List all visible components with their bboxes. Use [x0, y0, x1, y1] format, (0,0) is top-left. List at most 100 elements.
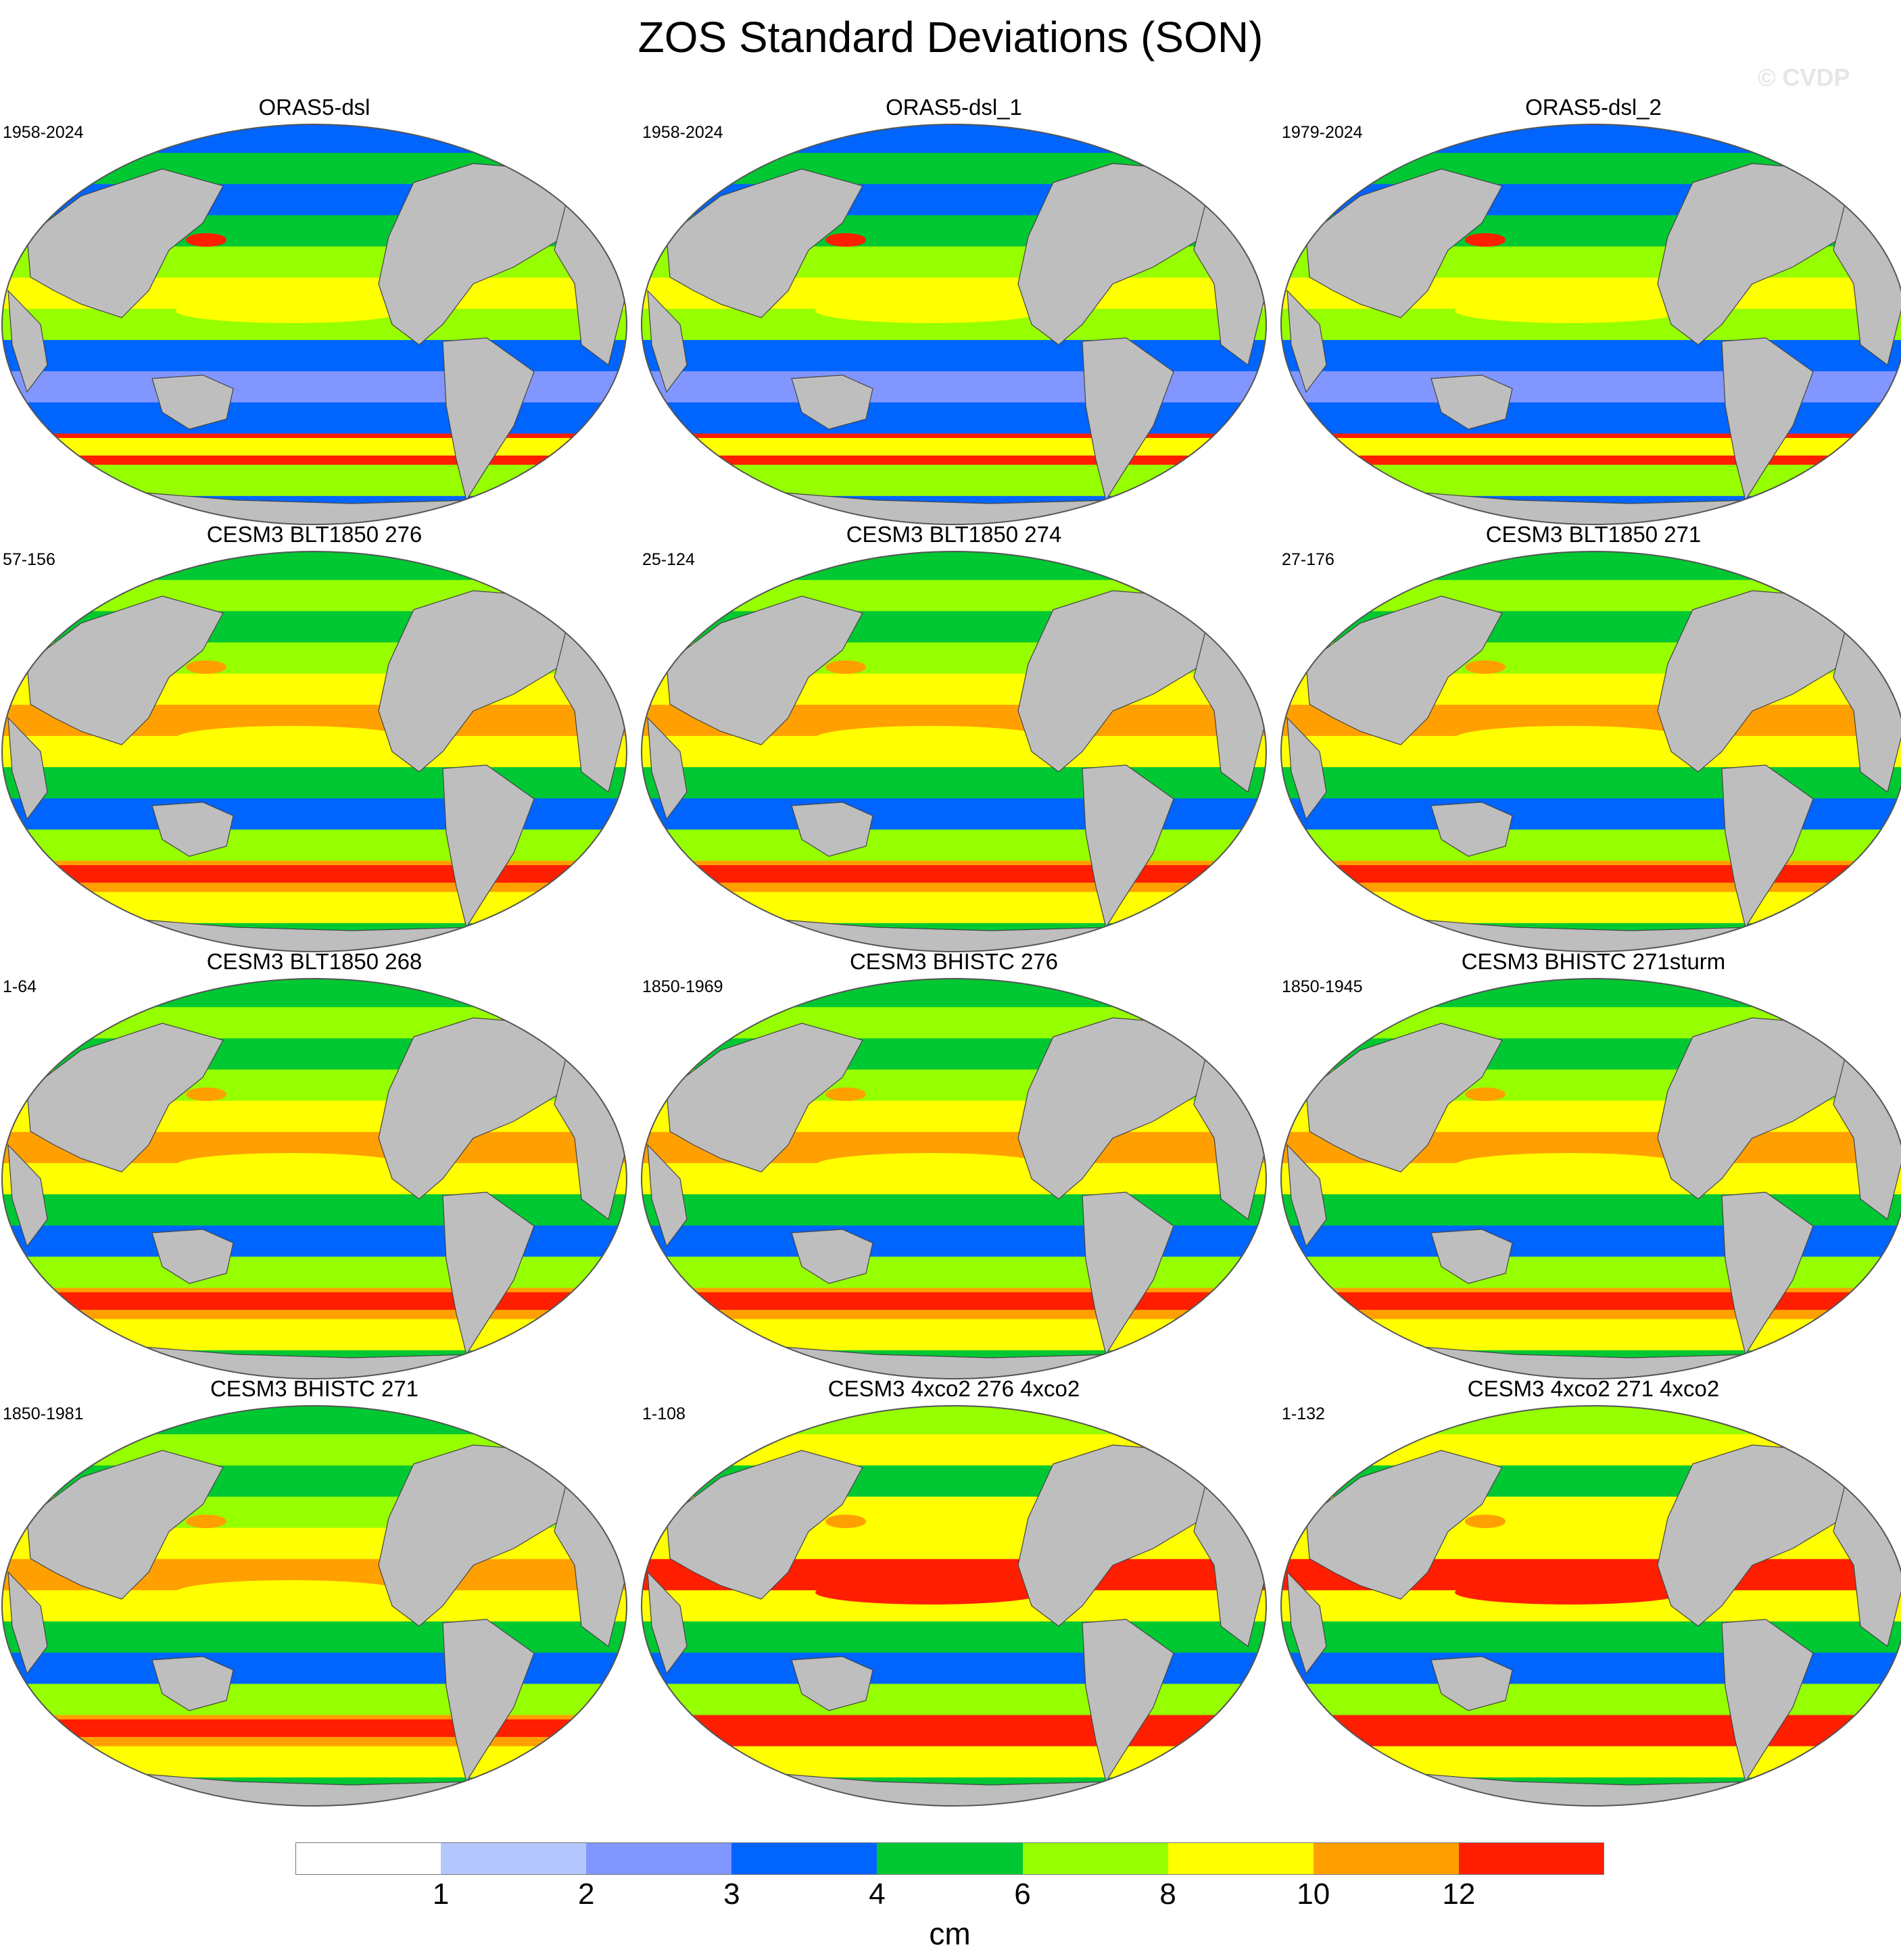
globe-outline: [641, 551, 1267, 952]
sst-band: [1281, 1684, 1901, 1716]
colorbar-tick-label: 10: [1297, 1878, 1330, 1911]
land-south-america: [1721, 337, 1814, 501]
globe-outline: [641, 978, 1267, 1379]
kuroshio-hotspot: [186, 660, 226, 674]
land-africa: [1286, 1144, 1327, 1248]
panel-title: CESM3 BLT1850 274: [846, 522, 1062, 547]
sst-band: [1281, 829, 1901, 862]
land-asia: [26, 595, 224, 745]
panel-title: CESM3 BHISTC 271: [210, 1376, 419, 1401]
land-south-america: [442, 764, 535, 929]
equatorial-anomaly: [1455, 1580, 1685, 1604]
colorbar-segment: [295, 1842, 441, 1875]
land-south-america: [442, 337, 535, 501]
southern-ocean-band: [2, 438, 627, 456]
sst-band: [2, 1256, 627, 1289]
sst-band: [642, 1652, 1266, 1685]
land-south-america: [1721, 1192, 1814, 1356]
sst-band: [2, 1007, 627, 1039]
sst-band: [1281, 1194, 1901, 1227]
sst-band: [642, 1194, 1266, 1227]
panel-title: CESM3 BLT1850 268: [206, 949, 423, 974]
land-greenland: [1816, 145, 1871, 187]
panel-title: CESM3 BLT1850 276: [206, 522, 423, 547]
colorbar-segment: [1022, 1842, 1169, 1875]
land-africa: [647, 289, 688, 393]
southern-ocean-band: [2, 1719, 627, 1737]
land-asia: [1305, 168, 1503, 318]
sst-band: [2, 464, 627, 497]
sst-band: [2, 767, 627, 800]
sst-band: [2, 340, 627, 372]
globe-outline: [1, 978, 627, 1379]
sst-band: [642, 371, 1266, 403]
sst-band: [642, 798, 1266, 831]
colorbar-segment: [731, 1842, 877, 1875]
sst-band: [642, 891, 1266, 924]
sst-band: [2, 1194, 627, 1227]
sst-band: [2, 153, 627, 185]
colorbar: [295, 1842, 1605, 1876]
land-greenland: [1816, 1427, 1871, 1468]
land-south-america: [442, 1192, 535, 1356]
land-asia: [1305, 1023, 1503, 1173]
panel-period: 1958-2024: [642, 123, 723, 142]
colorbar-segment: [1458, 1842, 1605, 1875]
sst-band: [1281, 767, 1901, 800]
sst-band: [642, 979, 1266, 1008]
map-panel: CESM3 BLT1850 268 1-64: [0, 949, 629, 1381]
southern-ocean-band: [1281, 1719, 1901, 1737]
land-greenland: [1816, 572, 1871, 614]
robinson-map: [1, 124, 627, 525]
land-asia: [1305, 1450, 1503, 1600]
kuroshio-hotspot: [1465, 1087, 1506, 1101]
land-south-america: [1082, 764, 1174, 929]
sst-band: [1281, 402, 1901, 435]
map-panel: CESM3 4xco2 271 4xco2 1-132: [1279, 1376, 1901, 1809]
kuroshio-hotspot: [825, 1515, 866, 1528]
colorbar-tick-label: 8: [1159, 1878, 1176, 1911]
sst-band: [642, 580, 1266, 612]
colorbar-unit: cm: [929, 1916, 971, 1951]
sst-band: [2, 891, 627, 924]
sst-band: [1281, 1406, 1901, 1436]
panel-period: 27-176: [1282, 550, 1334, 569]
land-greenland: [537, 572, 592, 614]
land-australia: [151, 1656, 234, 1711]
equatorial-anomaly: [1455, 726, 1685, 750]
sst-band: [2, 1225, 627, 1258]
panel-period: 25-124: [642, 550, 695, 569]
sst-band: [642, 767, 1266, 800]
robinson-map: [1280, 124, 1901, 525]
colorbar-tick-label: 3: [723, 1878, 740, 1911]
land-south-america: [1082, 1192, 1174, 1356]
globe-outline: [1280, 551, 1901, 952]
colorbar-segment: [586, 1842, 732, 1875]
globe-outline: [1, 1405, 627, 1807]
sst-band: [2, 1746, 627, 1778]
land-australia: [791, 1229, 873, 1284]
sst-band: [1281, 552, 1901, 581]
land-greenland: [1176, 145, 1232, 187]
colorbar-segment: [1313, 1842, 1460, 1875]
southern-ocean-band: [642, 1719, 1266, 1737]
land-australia: [1430, 374, 1513, 430]
colorbar-tick-label: 6: [1014, 1878, 1031, 1911]
map-panel: ORAS5-dsl_2 1979-2024: [1279, 95, 1901, 527]
land-africa: [7, 716, 48, 820]
land-greenland: [1176, 1000, 1232, 1041]
panel-period: 1-108: [642, 1404, 685, 1423]
globe-outline: [1280, 978, 1901, 1379]
kuroshio-hotspot: [825, 660, 866, 674]
land-africa: [7, 1571, 48, 1675]
kuroshio-hotspot: [186, 233, 226, 247]
land-greenland: [537, 1000, 592, 1041]
panel-title: ORAS5-dsl: [258, 95, 370, 120]
equatorial-anomaly: [176, 726, 406, 750]
sst-band: [642, 829, 1266, 862]
sst-band: [1281, 340, 1901, 372]
sst-band: [1281, 979, 1901, 1008]
sst-band: [1281, 1256, 1901, 1289]
equatorial-anomaly: [815, 299, 1045, 323]
sst-band: [2, 829, 627, 862]
